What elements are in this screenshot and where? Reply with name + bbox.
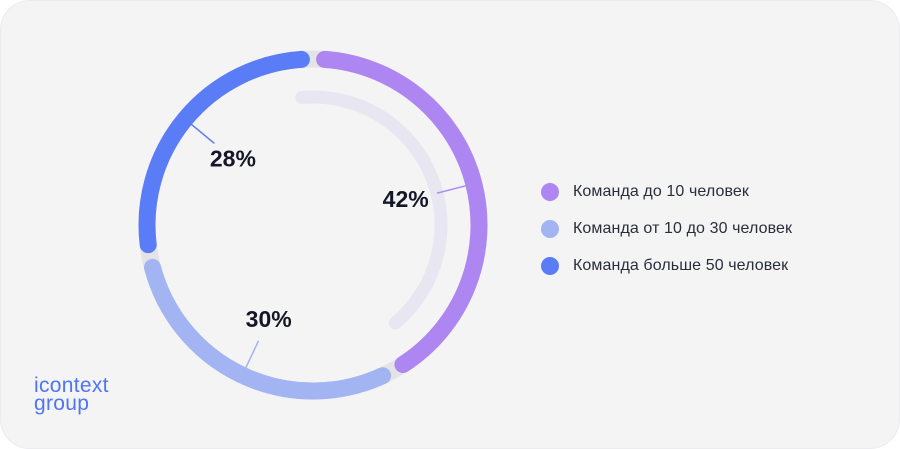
donut-slice xyxy=(316,50,488,374)
legend-dot-icon xyxy=(541,256,559,275)
slice-leader-line xyxy=(190,123,215,144)
legend-item-team-over-50: Команда больше 50 человек xyxy=(541,247,792,284)
donut-slice xyxy=(144,258,392,400)
donut-slice xyxy=(138,50,310,254)
inner-decor-arc xyxy=(295,90,448,330)
legend-dot-icon xyxy=(541,182,559,201)
logo-line-2: group xyxy=(34,392,90,415)
slice-value-label: 30% xyxy=(246,306,292,332)
logo-line-1: icontext xyxy=(34,374,109,397)
legend-item-team-10-to-30: Команда от 10 до 30 человек xyxy=(541,210,792,247)
chart-legend: Команда до 10 человек Команда от 10 до 3… xyxy=(541,173,792,284)
legend-label: Команда от 10 до 30 человек xyxy=(573,219,793,237)
slice-value-label: 42% xyxy=(383,186,429,212)
legend-item-team-up-to-10: Команда до 10 человек xyxy=(541,173,792,210)
legend-label: Команда больше 50 человек xyxy=(573,256,789,274)
legend-dot-icon xyxy=(541,219,559,238)
icontext-group-logo: icontext group xyxy=(34,374,109,415)
legend-label: Команда до 10 человек xyxy=(573,182,749,200)
slice-leader-line xyxy=(436,184,467,194)
slice-leader-line xyxy=(245,340,260,369)
slice-value-label: 28% xyxy=(210,146,256,172)
